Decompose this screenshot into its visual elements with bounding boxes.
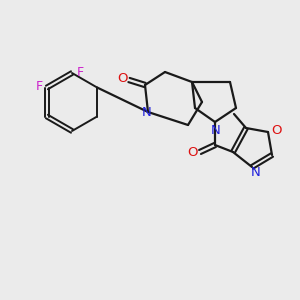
Text: O: O (117, 73, 127, 85)
Text: N: N (211, 124, 221, 136)
Text: F: F (76, 65, 84, 79)
Text: F: F (35, 80, 42, 93)
Text: N: N (251, 167, 261, 179)
Text: O: O (188, 146, 198, 160)
Text: N: N (142, 106, 152, 119)
Text: O: O (271, 124, 281, 136)
